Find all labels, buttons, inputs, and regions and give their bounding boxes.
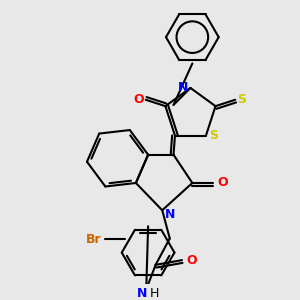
Text: N: N xyxy=(137,287,148,300)
Text: N: N xyxy=(165,208,175,221)
Text: S: S xyxy=(237,93,246,106)
Text: N: N xyxy=(178,81,188,94)
Text: H: H xyxy=(150,287,159,300)
Text: S: S xyxy=(209,129,218,142)
Text: O: O xyxy=(217,176,228,190)
Text: Br: Br xyxy=(85,233,101,246)
Text: O: O xyxy=(186,254,197,267)
Text: O: O xyxy=(133,93,143,106)
